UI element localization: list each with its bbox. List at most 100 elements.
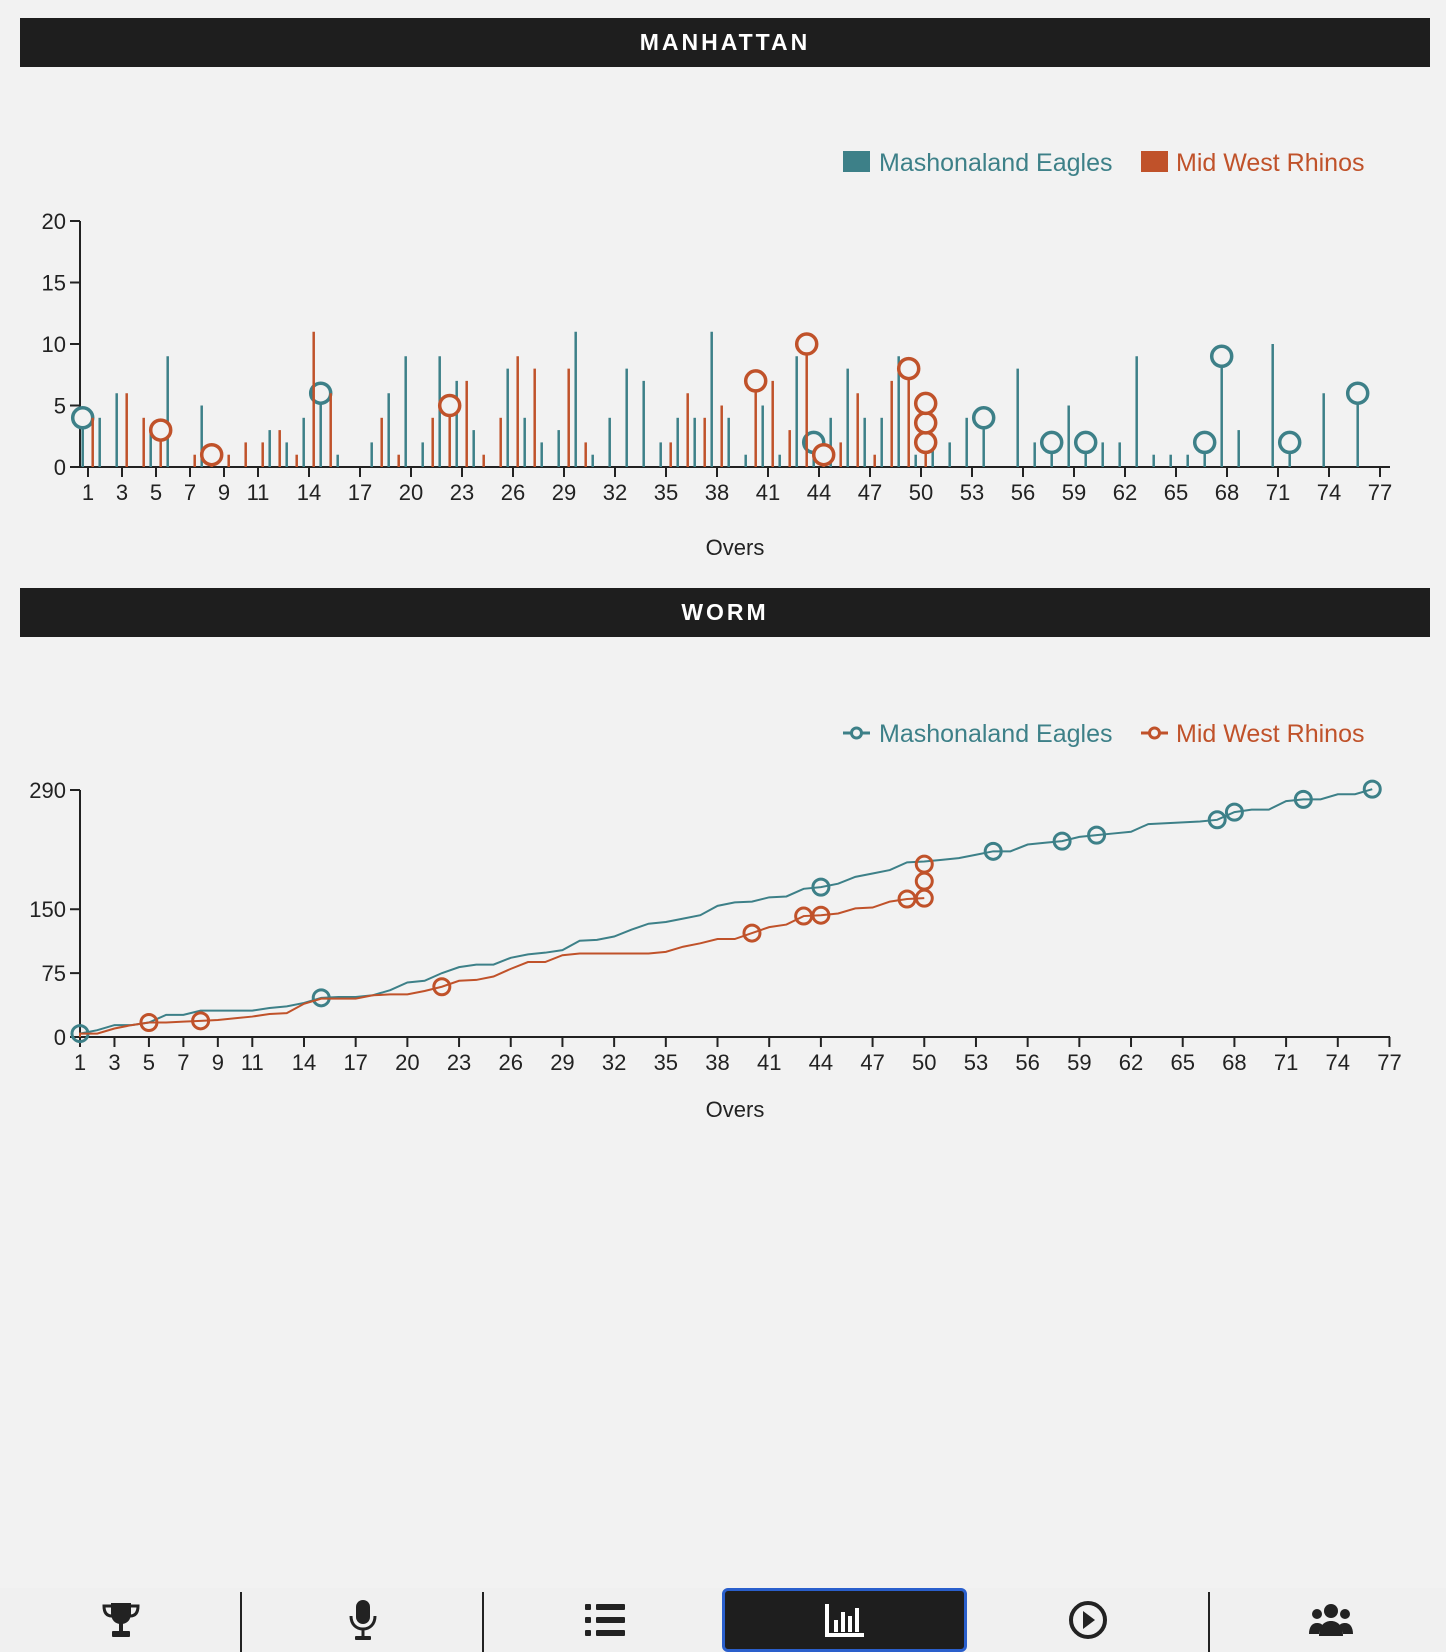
- x-tick-label: 74: [1317, 480, 1341, 505]
- x-tick-label: 62: [1119, 1050, 1143, 1075]
- wicket-marker: [199, 442, 224, 467]
- legend-label: Mashonaland Eagles: [879, 720, 1113, 748]
- wicket-marker: [1293, 789, 1313, 809]
- x-tick-label: 71: [1274, 1050, 1298, 1075]
- nav-squads[interactable]: [1210, 1588, 1446, 1652]
- wicket-marker: [1362, 779, 1382, 799]
- x-tick-label: 20: [399, 480, 423, 505]
- legend-label: Mid West Rhinos: [1176, 720, 1365, 748]
- legend-swatch: [843, 151, 870, 172]
- wicket-marker: [983, 841, 1003, 861]
- nav-trophy[interactable]: [0, 1588, 241, 1652]
- x-tick-label: 1: [74, 1050, 86, 1075]
- worm-line-mashonaland-eagles: [79, 788, 1373, 1037]
- x-axis-title: Overs: [706, 535, 765, 560]
- x-tick-label: 50: [909, 480, 933, 505]
- wicket-marker: [1039, 430, 1064, 455]
- x-tick-label: 38: [705, 480, 729, 505]
- x-tick-label: 68: [1222, 1050, 1246, 1075]
- x-tick-label: 53: [964, 1050, 988, 1075]
- x-tick-label: 65: [1164, 480, 1188, 505]
- x-tick-label: 47: [858, 480, 882, 505]
- y-tick-label: 150: [29, 897, 66, 922]
- nav-charts[interactable]: [722, 1588, 967, 1652]
- bar-chart-icon: [824, 1604, 864, 1637]
- x-tick-label: 26: [501, 480, 525, 505]
- y-tick-label: 75: [42, 961, 66, 986]
- worm-line-mid-west-rhinos: [79, 897, 925, 1037]
- x-tick-label: 56: [1011, 480, 1035, 505]
- x-tick-label: 47: [860, 1050, 884, 1075]
- x-tick-label: 26: [499, 1050, 523, 1075]
- x-tick-label: 1: [82, 480, 94, 505]
- legend-label: Mashonaland Eagles: [879, 149, 1113, 177]
- y-tick-label: 0: [54, 455, 66, 480]
- x-tick-label: 29: [552, 480, 576, 505]
- x-tick-label: 9: [212, 1050, 224, 1075]
- x-axis-title: Overs: [706, 1097, 765, 1122]
- trophy-icon: [101, 1603, 140, 1637]
- x-tick-label: 3: [116, 480, 128, 505]
- worm-header: WORM: [20, 588, 1430, 637]
- wicket-marker: [971, 406, 996, 430]
- legend-swatch: [1141, 151, 1168, 172]
- x-tick-label: 62: [1113, 480, 1137, 505]
- x-tick-label: 5: [150, 480, 162, 505]
- x-tick-label: 5: [143, 1050, 155, 1075]
- x-tick-label: 38: [705, 1050, 729, 1075]
- x-tick-label: 32: [603, 480, 627, 505]
- users-icon: [1308, 1604, 1353, 1636]
- wicket-marker: [742, 923, 762, 943]
- nav-divider: [1208, 1592, 1210, 1652]
- x-tick-label: 41: [757, 1050, 781, 1075]
- x-tick-label: 7: [177, 1050, 189, 1075]
- x-tick-label: 9: [218, 480, 230, 505]
- y-tick-label: 5: [54, 394, 66, 419]
- wicket-marker: [743, 369, 768, 393]
- wicket-marker: [1224, 802, 1244, 822]
- legend-label: Mid West Rhinos: [1176, 149, 1365, 177]
- y-tick-label: 0: [54, 1025, 66, 1050]
- x-tick-label: 29: [550, 1050, 574, 1075]
- x-tick-label: 77: [1368, 480, 1392, 505]
- x-tick-label: 11: [247, 480, 270, 505]
- x-tick-label: 14: [297, 480, 321, 505]
- wicket-marker: [148, 418, 173, 442]
- x-tick-label: 44: [809, 1050, 833, 1075]
- manhattan-header: MANHATTAN: [20, 18, 1430, 67]
- wicket-marker: [811, 905, 831, 925]
- x-tick-label: 41: [756, 480, 780, 505]
- wicket-marker: [139, 1013, 159, 1033]
- wicket-marker: [794, 332, 819, 356]
- legend-marker: [1148, 726, 1161, 740]
- x-tick-label: 14: [292, 1050, 316, 1075]
- x-tick-label: 53: [960, 480, 984, 505]
- list-icon: [584, 1604, 625, 1636]
- x-tick-label: 35: [654, 480, 678, 505]
- wicket-marker: [914, 854, 934, 874]
- wicket-marker: [913, 411, 938, 435]
- legend-marker: [850, 726, 863, 740]
- nav-videos[interactable]: [967, 1588, 1208, 1652]
- play-circle-icon: [1068, 1601, 1107, 1639]
- x-tick-label: 7: [184, 480, 196, 505]
- wicket-marker: [1192, 430, 1217, 455]
- wicket-marker: [896, 356, 921, 381]
- y-tick-label: 10: [42, 332, 66, 357]
- x-tick-label: 50: [912, 1050, 936, 1075]
- x-tick-label: 56: [1015, 1050, 1039, 1075]
- x-tick-label: 17: [348, 480, 372, 505]
- wicket-marker: [1209, 344, 1234, 369]
- nav-commentary[interactable]: [242, 1588, 483, 1652]
- wicket-marker: [1207, 810, 1227, 830]
- wicket-marker: [914, 871, 934, 891]
- worm-chart: Mashonaland Eagles Mid West Rhinos0751502…: [29, 720, 1401, 1122]
- nav-scorecard[interactable]: [484, 1588, 725, 1652]
- wicket-marker: [1052, 831, 1072, 851]
- wicket-marker: [432, 977, 452, 997]
- wicket-marker: [811, 442, 836, 467]
- bottom-nav: [0, 1588, 1446, 1652]
- wicket-marker: [1345, 381, 1370, 405]
- x-tick-label: 23: [450, 480, 474, 505]
- x-tick-label: 71: [1266, 480, 1290, 505]
